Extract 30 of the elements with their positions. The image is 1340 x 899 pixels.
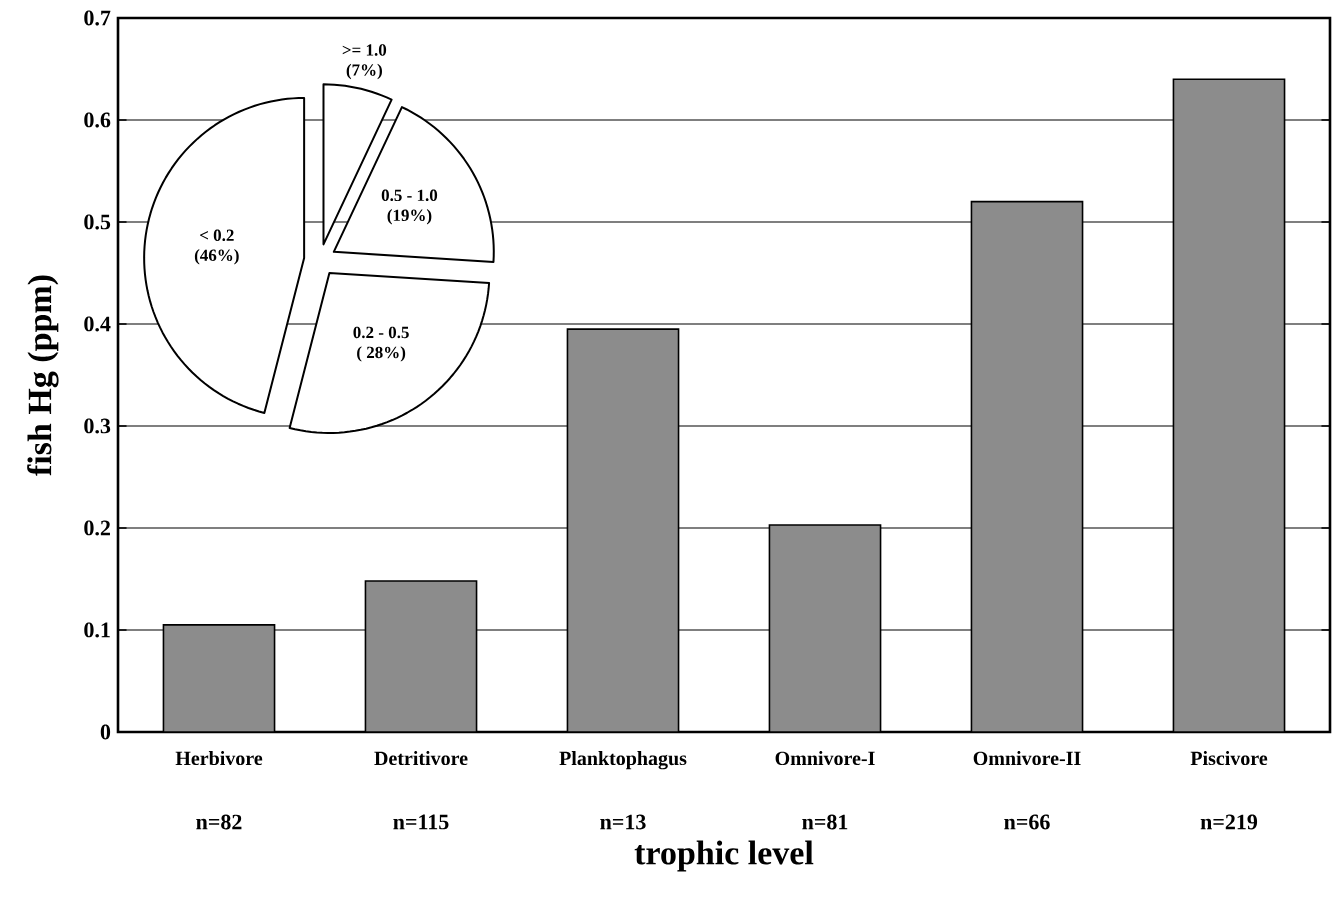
- data-label: ( 28%): [357, 346, 406, 362]
- text: n=66: [1004, 814, 1050, 830]
- text: n=219: [1200, 814, 1258, 830]
- text: n=82: [196, 814, 242, 830]
- y-tick-label: 0.2: [84, 520, 110, 536]
- x-axis-title: trophic level: [634, 840, 814, 872]
- y-tick-label: 0.4: [84, 316, 111, 332]
- y-axis-title: fish Hg (ppm): [27, 275, 59, 476]
- x-tick-label: Detritivore: [374, 751, 468, 766]
- y-tick-label: 0.6: [84, 112, 111, 128]
- data-label: (46%): [194, 249, 239, 265]
- text: n=81: [802, 814, 848, 830]
- y-tick-label: 0: [100, 724, 111, 740]
- x-tick-label: Herbivore: [175, 751, 263, 766]
- x-tick-label: Piscivore: [1190, 751, 1268, 766]
- x-tick-label: Omnivore-I: [775, 751, 875, 766]
- x-tick-label: Planktophagus: [559, 751, 687, 770]
- y-tick-label: 0.5: [84, 214, 111, 230]
- slice-label: 0.2 - 0.5: [353, 326, 409, 339]
- text: n=115: [393, 814, 449, 830]
- x-tick-label: Omnivore-II: [973, 751, 1081, 766]
- slice-label: 0.5 - 1.0: [381, 189, 438, 202]
- y-tick-label: 0.3: [84, 418, 111, 434]
- data-label: (7%): [346, 63, 382, 80]
- slice-label: < 0.2: [200, 229, 234, 242]
- y-tick-label: 0.1: [84, 622, 110, 638]
- text: n=13: [600, 814, 646, 830]
- slice-label: >= 1.0: [342, 44, 387, 56]
- data-label: (19%): [387, 209, 432, 225]
- y-tick-label: 0.7: [84, 10, 111, 26]
